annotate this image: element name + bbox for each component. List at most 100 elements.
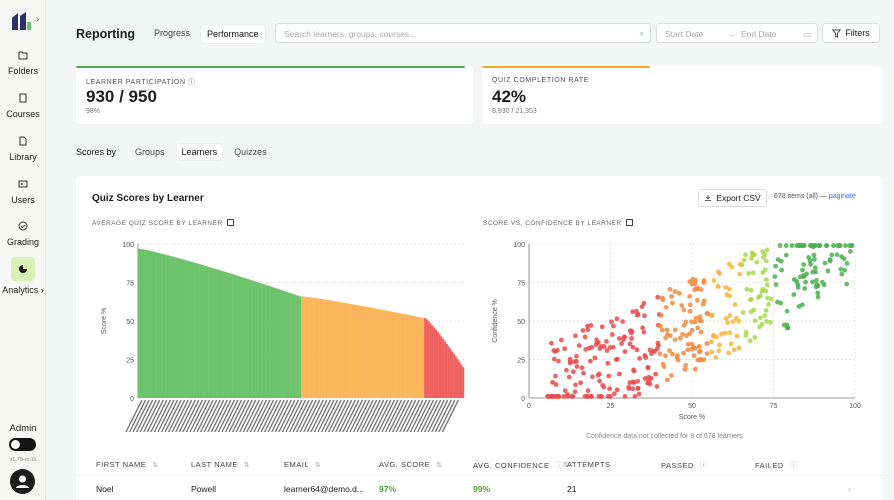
- scatter-point: [659, 327, 665, 333]
- scatter-point: [635, 378, 641, 384]
- export-csv-button[interactable]: Export CSV: [698, 189, 767, 207]
- bar: [255, 281, 258, 398]
- x-tick-label: [413, 399, 431, 432]
- table-row[interactable]: Noel Powell learner64@demo.d... 97% 99% …: [76, 477, 882, 500]
- col-last-name[interactable]: LAST NAME ⇅: [191, 460, 251, 469]
- scatter-point: [585, 388, 591, 394]
- scatter-point: [594, 340, 600, 346]
- chevron-right-icon: ›: [38, 285, 44, 295]
- col-passed[interactable]: PASSED ⓘ: [661, 460, 708, 470]
- x-tick-label: [438, 399, 456, 432]
- cell-avg-confidence: 99%: [473, 484, 491, 494]
- bar: [275, 288, 278, 398]
- scatter-point: [695, 325, 701, 331]
- chevron-right-icon[interactable]: ›: [848, 484, 851, 494]
- search-input[interactable]: Search learners, groups, courses... ⌕: [275, 23, 651, 43]
- scatter-point: [661, 364, 667, 370]
- scatter-point: [561, 394, 567, 399]
- bar: [284, 291, 287, 398]
- date-range-picker[interactable]: Start Date → End Date ▭: [656, 23, 818, 43]
- bar: [395, 312, 398, 398]
- sidebar-item-courses[interactable]: Courses: [0, 93, 46, 119]
- expand-icon[interactable]: [226, 219, 234, 226]
- x-tick-label: [167, 399, 186, 432]
- sidebar-item-analytics[interactable]: Analytics ›: [0, 257, 46, 295]
- scatter-point: [749, 250, 755, 256]
- admin-toggle[interactable]: [9, 438, 36, 451]
- info-icon[interactable]: ⓘ: [188, 79, 196, 86]
- filters-button[interactable]: Filters: [822, 23, 880, 43]
- scatter-point: [613, 357, 619, 362]
- bar: [451, 351, 454, 398]
- bar: [444, 341, 447, 398]
- scatter-point: [799, 302, 805, 308]
- scatter-point: [620, 319, 626, 325]
- start-date-field[interactable]: Start Date: [665, 29, 704, 39]
- x-tick-label: [441, 399, 460, 432]
- bar: [237, 276, 240, 398]
- scatter-point: [839, 254, 845, 260]
- bar: [346, 303, 349, 398]
- tab-performance[interactable]: Performance: [200, 24, 266, 44]
- sidebar-item-library[interactable]: Library: [0, 136, 46, 162]
- x-tick-label: [381, 399, 399, 432]
- bar: [319, 298, 322, 398]
- scatter-point: [576, 343, 582, 348]
- tab-progress[interactable]: Progress: [154, 28, 191, 38]
- x-tick-label: [423, 399, 442, 432]
- bar: [411, 315, 414, 398]
- calendar-icon[interactable]: ▭: [803, 29, 812, 39]
- paginate-link[interactable]: paginate: [828, 193, 856, 200]
- scatter-point: [811, 252, 817, 258]
- sidebar-item-users[interactable]: Users: [0, 179, 46, 205]
- scatter-point: [596, 371, 602, 377]
- scatter-point: [748, 309, 754, 315]
- bar: [259, 283, 262, 398]
- col-avg-confidence[interactable]: AVG. CONFIDENCE ⓘ⇅: [473, 460, 570, 470]
- y-tick-label: 75: [126, 281, 134, 288]
- kpi-value: 42%: [492, 87, 527, 106]
- expand-icon[interactable]: [625, 219, 633, 226]
- sidebar-item-label: Folders: [7, 66, 38, 76]
- bar: [185, 260, 188, 398]
- col-failed[interactable]: FAILED ⓘ: [755, 460, 798, 470]
- bar: [404, 314, 407, 398]
- report-tabs: Progress Performance: [148, 24, 266, 44]
- col-email[interactable]: EMAIL ⇅: [284, 460, 322, 469]
- bar: [210, 267, 213, 398]
- chevron-right-icon[interactable]: ›: [36, 14, 40, 25]
- tab-learners[interactable]: Learners: [175, 143, 224, 161]
- info-icon: ⓘ⇅: [555, 462, 570, 469]
- tab-groups[interactable]: Groups: [135, 147, 165, 157]
- bar: [154, 252, 157, 398]
- scatter-point: [556, 358, 561, 364]
- x-tick-label: [366, 399, 385, 432]
- app-logo-icon[interactable]: [10, 10, 32, 32]
- col-avg-score[interactable]: AVG. SCORE ⇅: [379, 460, 443, 469]
- sidebar-item-folders[interactable]: Folders: [0, 50, 46, 76]
- avatar[interactable]: [10, 469, 35, 494]
- scatter-point: [768, 319, 773, 325]
- x-tick-label: [406, 399, 424, 432]
- scatter-point: [672, 327, 678, 333]
- bar: [179, 258, 182, 398]
- bar: [310, 297, 313, 398]
- end-date-field[interactable]: End Date: [741, 29, 777, 39]
- scatter-point: [802, 286, 808, 291]
- scatter-point: [606, 373, 612, 379]
- scatter-point: [725, 320, 730, 326]
- x-tick-label: [139, 399, 157, 432]
- scatter-point: [574, 353, 579, 359]
- x-tick-label: 100: [849, 403, 861, 410]
- scatter-point: [692, 345, 698, 351]
- bar: [152, 251, 155, 398]
- x-tick-label: [199, 399, 218, 432]
- scatter-point: [588, 323, 594, 328]
- col-attempts[interactable]: ATTEMPTS: [567, 460, 611, 469]
- col-first-name[interactable]: FIRST NAME ⇅: [96, 460, 159, 469]
- scatter-point: [708, 339, 714, 345]
- scatter-point: [631, 367, 636, 373]
- sidebar-item-grading[interactable]: Grading: [0, 221, 46, 247]
- tab-quizzes[interactable]: Quizzes: [234, 147, 267, 157]
- bar: [304, 296, 307, 398]
